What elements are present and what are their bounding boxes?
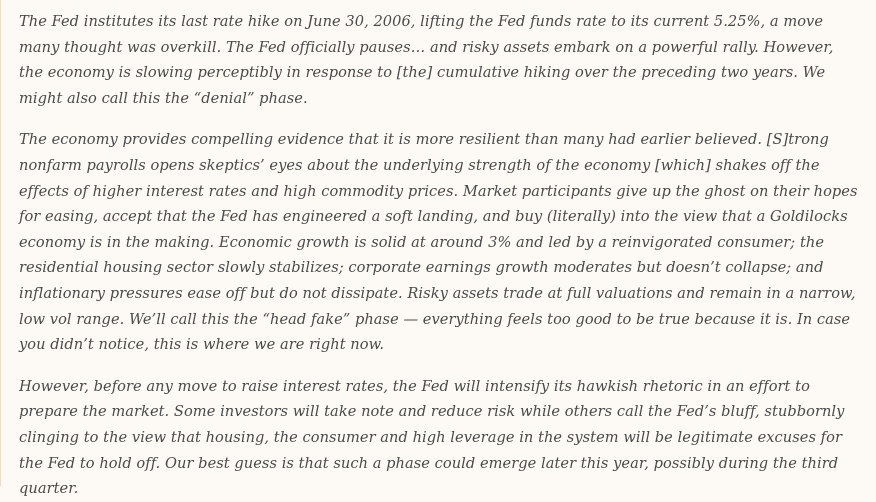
blockquote: The Fed institutes its last rate hike on… <box>0 0 858 498</box>
quote-paragraph-3: However, before any move to raise intere… <box>19 377 845 498</box>
quote-paragraph-2: The economy provides compelling evidence… <box>19 131 858 354</box>
quote-paragraph-1: The Fed institutes its last rate hike on… <box>19 13 834 107</box>
